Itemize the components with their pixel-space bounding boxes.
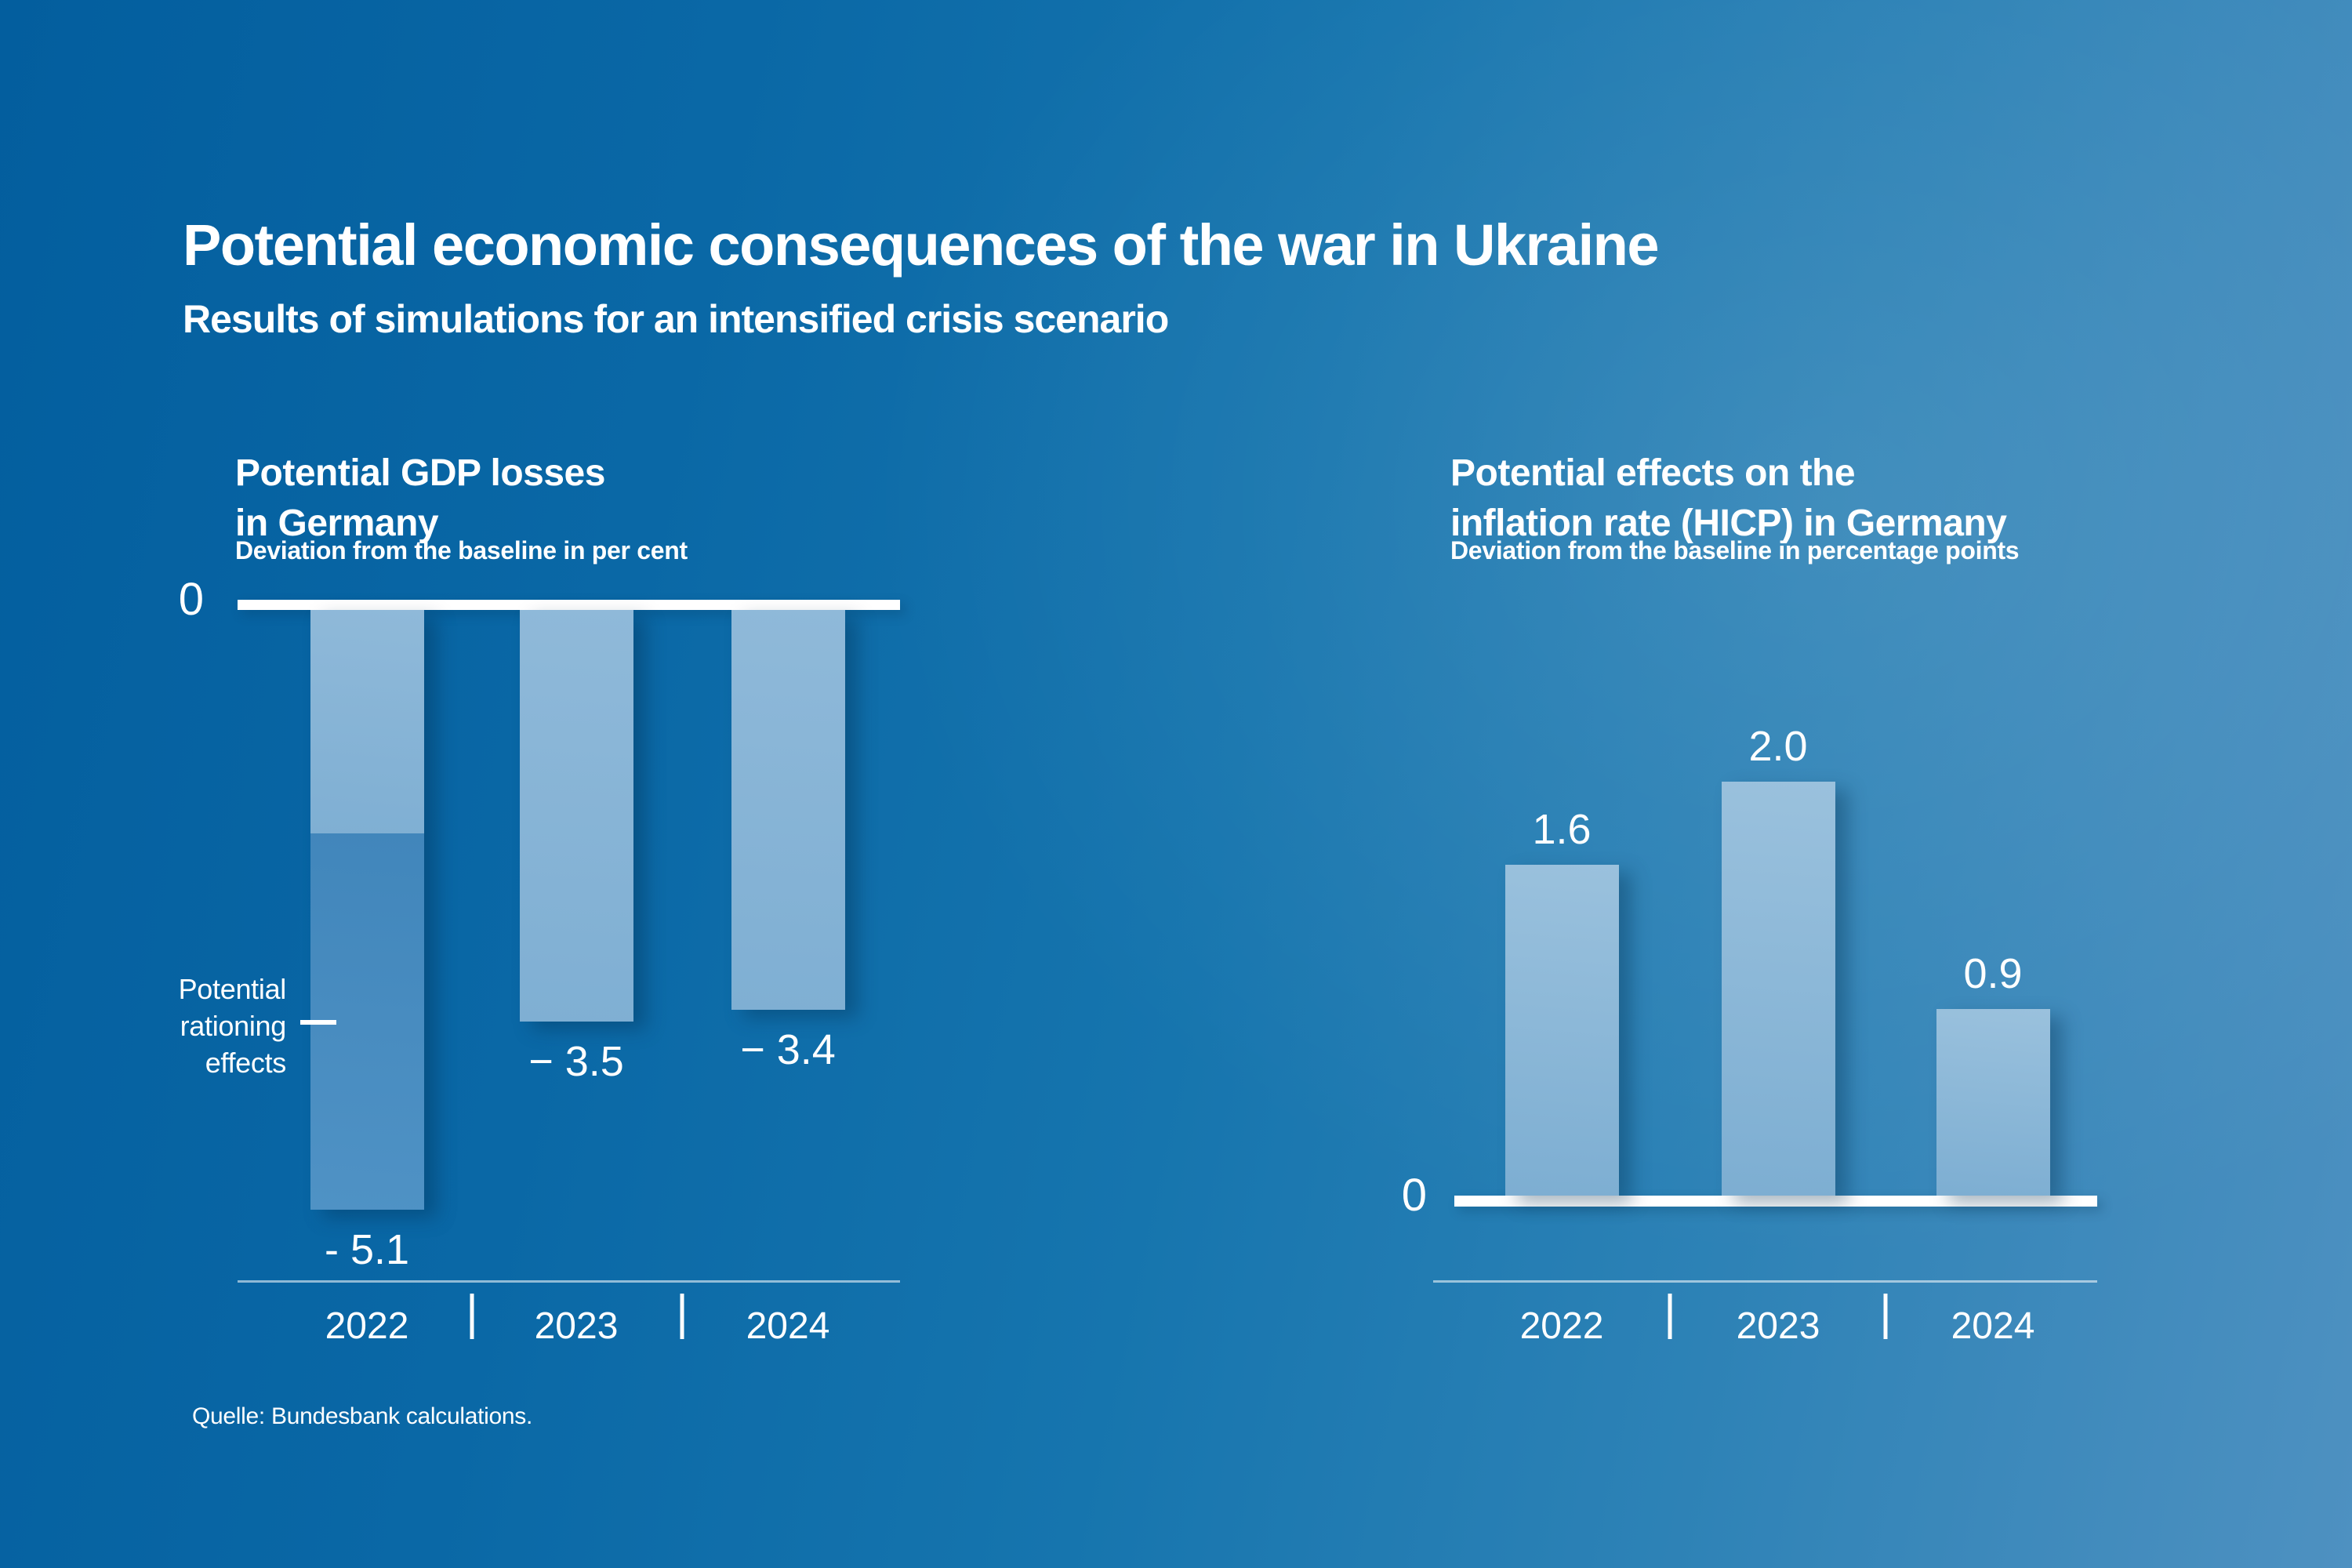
bar-segment xyxy=(1504,865,1619,1196)
value-label-2022: - 5.1 xyxy=(324,1226,410,1273)
gdp-chart-title-line1: Potential GDP losses xyxy=(235,452,605,494)
page-title: Potential economic consequences of the w… xyxy=(183,212,1660,278)
hicp-axis-separator xyxy=(1433,1280,2097,1283)
bar-segment xyxy=(1721,782,1835,1196)
page-subtitle: Results of simulations for an intensifie… xyxy=(183,297,1169,341)
source-note: Quelle: Bundesbank calculations. xyxy=(192,1403,533,1429)
gdp-axis-separator xyxy=(238,1280,900,1283)
value-label-2023: 2.0 xyxy=(1748,723,1808,770)
year-separator-tick xyxy=(1668,1294,1672,1339)
year-label-2023: 2023 xyxy=(1736,1305,1820,1347)
year-label-2022: 2022 xyxy=(325,1305,409,1347)
value-label-2023: − 3.5 xyxy=(528,1038,624,1085)
hicp-zero-axis-label: 0 xyxy=(1401,1170,1427,1221)
value-label-2024: − 3.4 xyxy=(740,1026,836,1073)
gdp-zero-line xyxy=(238,600,900,610)
bar-2022 xyxy=(1504,865,1619,1196)
year-label-2022: 2022 xyxy=(1519,1305,1604,1347)
value-label-2024: 0.9 xyxy=(1963,950,2023,997)
hicp-chart-caption: Deviation from the baseline in percentag… xyxy=(1450,536,2020,564)
bar-segment xyxy=(731,610,845,1010)
year-label-2024: 2024 xyxy=(746,1305,830,1347)
gdp-rationing-annotation-line1: Potential xyxy=(178,973,287,1005)
bar-segment xyxy=(1936,1009,2050,1196)
gdp-rationing-annotation-line2: rationing xyxy=(180,1010,287,1042)
year-separator-tick xyxy=(470,1294,474,1339)
hicp-chart-title-line2: inflation rate (HICP) in Germany xyxy=(1450,503,2007,544)
gdp-rationing-annotation: Potential rationing effects xyxy=(51,971,287,1081)
bar-segment xyxy=(519,610,633,1022)
bar-2022 xyxy=(310,610,424,1210)
bar-2024 xyxy=(1936,1009,2050,1196)
gdp-rationing-annotation-line3: effects xyxy=(205,1047,287,1079)
hicp-chart-title-line1: Potential effects on the xyxy=(1450,452,1856,494)
bar-2024 xyxy=(731,610,845,1010)
gdp-chart-title-line2: in Germany xyxy=(235,503,439,544)
gdp-zero-axis-label: 0 xyxy=(178,574,204,625)
bar-segment-direct xyxy=(310,610,424,833)
bar-2023 xyxy=(519,610,633,1022)
year-separator-tick xyxy=(1883,1294,1888,1339)
value-label-2022: 1.6 xyxy=(1532,806,1592,853)
gdp-annotation-pointer-dash xyxy=(300,1020,336,1025)
hicp-zero-line xyxy=(1454,1196,2097,1207)
year-separator-tick xyxy=(680,1294,684,1339)
gdp-chart-caption: Deviation from the baseline in per cent xyxy=(235,536,688,564)
bar-2023 xyxy=(1721,782,1835,1196)
year-label-2024: 2024 xyxy=(1951,1305,2035,1347)
year-label-2023: 2023 xyxy=(534,1305,619,1347)
